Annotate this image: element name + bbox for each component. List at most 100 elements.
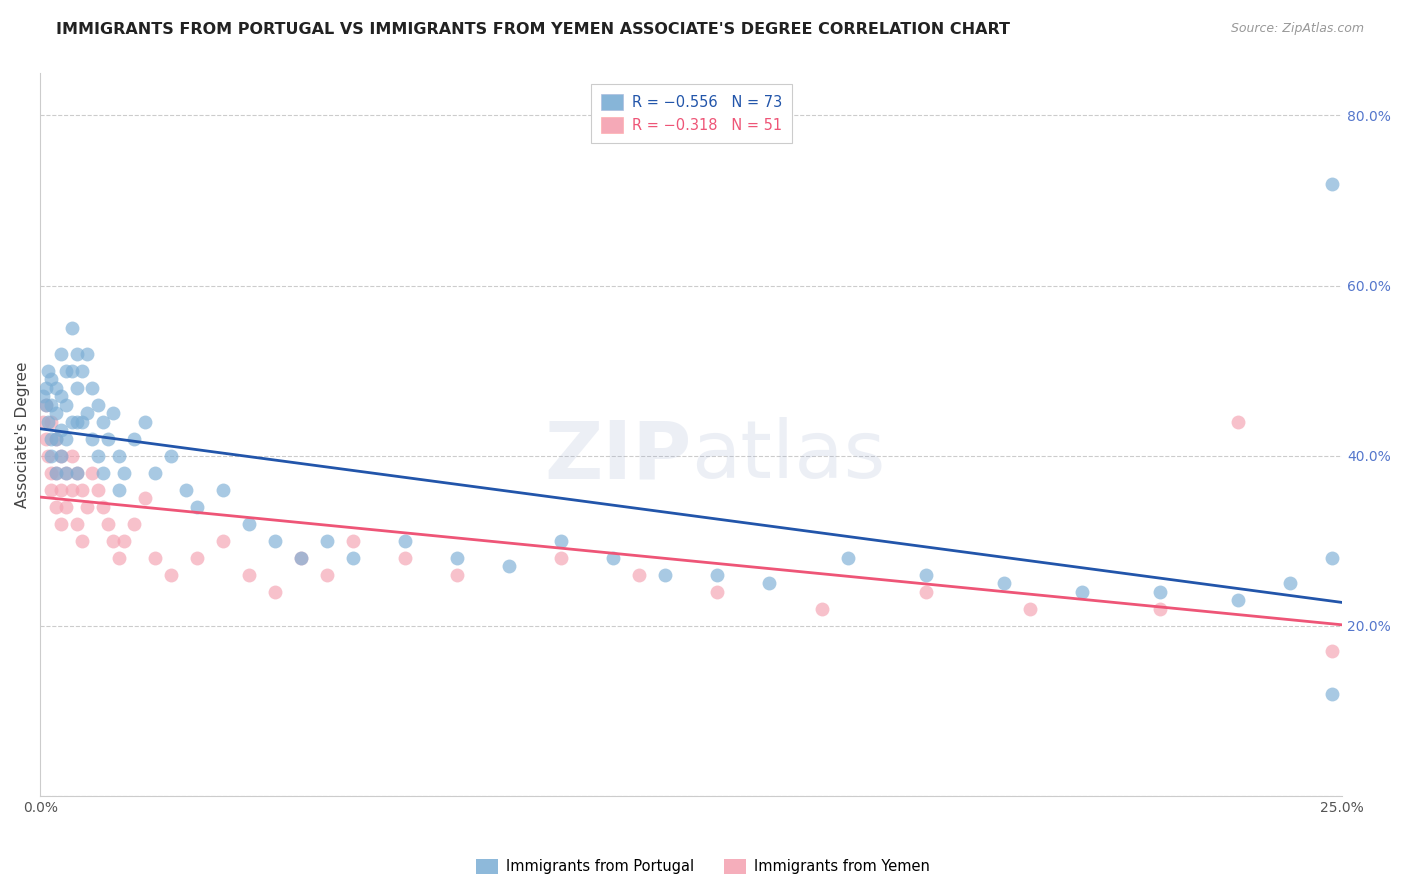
Point — [51, 389, 73, 403]
Point — [82, 432, 104, 446]
Point — [86, 398, 108, 412]
Point — [60, 449, 83, 463]
Point — [112, 466, 135, 480]
Point — [122, 432, 145, 446]
Point — [1018, 601, 1040, 615]
Point — [45, 432, 67, 446]
Point — [45, 466, 67, 480]
Point — [263, 533, 285, 548]
Point — [86, 483, 108, 497]
Point — [45, 406, 67, 420]
Point — [45, 381, 67, 395]
Point — [66, 466, 89, 480]
Point — [66, 466, 89, 480]
Point — [238, 567, 260, 582]
Point — [211, 533, 233, 548]
Point — [91, 415, 114, 429]
Point — [34, 398, 56, 412]
Point — [51, 346, 73, 360]
Point — [39, 483, 62, 497]
Point — [76, 346, 98, 360]
Point — [70, 363, 93, 377]
Point — [107, 550, 129, 565]
Point — [238, 516, 260, 531]
Point — [122, 516, 145, 531]
Point — [1320, 644, 1343, 658]
Point — [1320, 687, 1343, 701]
Point — [602, 550, 624, 565]
Point — [45, 432, 67, 446]
Point — [55, 466, 77, 480]
Point — [34, 398, 56, 412]
Point — [1227, 593, 1250, 607]
Point — [143, 550, 166, 565]
Point — [66, 516, 89, 531]
Point — [1320, 177, 1343, 191]
Point — [103, 533, 125, 548]
Point — [60, 415, 83, 429]
Point — [706, 584, 728, 599]
Point — [134, 491, 156, 505]
Legend: R = −0.556   N = 73, R = −0.318   N = 51: R = −0.556 N = 73, R = −0.318 N = 51 — [591, 84, 792, 144]
Point — [112, 533, 135, 548]
Point — [1149, 584, 1171, 599]
Point — [263, 584, 285, 599]
Point — [654, 567, 676, 582]
Point — [60, 363, 83, 377]
Point — [143, 466, 166, 480]
Point — [97, 432, 120, 446]
Point — [70, 483, 93, 497]
Point — [91, 500, 114, 514]
Point — [498, 559, 520, 574]
Point — [103, 406, 125, 420]
Point — [159, 449, 181, 463]
Point — [39, 466, 62, 480]
Point — [51, 516, 73, 531]
Point — [32, 389, 55, 403]
Point — [39, 432, 62, 446]
Point — [37, 363, 59, 377]
Point — [107, 483, 129, 497]
Point — [70, 415, 93, 429]
Text: atlas: atlas — [692, 417, 886, 495]
Point — [39, 398, 62, 412]
Point — [45, 466, 67, 480]
Text: ZIP: ZIP — [544, 417, 692, 495]
Point — [70, 533, 93, 548]
Point — [32, 415, 55, 429]
Point — [1149, 601, 1171, 615]
Point — [446, 550, 468, 565]
Point — [45, 500, 67, 514]
Point — [211, 483, 233, 497]
Point — [159, 567, 181, 582]
Point — [76, 500, 98, 514]
Point — [315, 533, 337, 548]
Point — [60, 483, 83, 497]
Point — [1320, 550, 1343, 565]
Point — [758, 576, 780, 591]
Point — [342, 550, 364, 565]
Point — [837, 550, 859, 565]
Point — [914, 567, 936, 582]
Point — [55, 432, 77, 446]
Text: IMMIGRANTS FROM PORTUGAL VS IMMIGRANTS FROM YEMEN ASSOCIATE'S DEGREE CORRELATION: IMMIGRANTS FROM PORTUGAL VS IMMIGRANTS F… — [56, 22, 1011, 37]
Y-axis label: Associate's Degree: Associate's Degree — [15, 361, 30, 508]
Point — [55, 500, 77, 514]
Point — [394, 533, 416, 548]
Point — [628, 567, 651, 582]
Point — [446, 567, 468, 582]
Point — [37, 449, 59, 463]
Point — [914, 584, 936, 599]
Point — [66, 346, 89, 360]
Point — [55, 466, 77, 480]
Point — [290, 550, 312, 565]
Point — [1227, 415, 1250, 429]
Point — [186, 550, 208, 565]
Point — [66, 415, 89, 429]
Point — [134, 415, 156, 429]
Point — [39, 449, 62, 463]
Point — [51, 449, 73, 463]
Point — [39, 415, 62, 429]
Point — [550, 550, 572, 565]
Text: Source: ZipAtlas.com: Source: ZipAtlas.com — [1230, 22, 1364, 36]
